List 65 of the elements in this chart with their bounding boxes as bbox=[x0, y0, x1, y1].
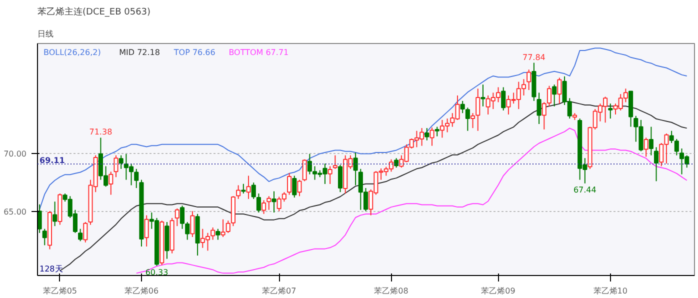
candlestick bbox=[174, 208, 180, 227]
candlestick bbox=[287, 172, 292, 196]
x-tick-label: 苯乙烯05 bbox=[42, 286, 78, 296]
x-tick-label: 苯乙烯09 bbox=[481, 286, 516, 296]
candlestick bbox=[608, 103, 613, 120]
candlestick bbox=[266, 196, 272, 210]
legend-title: BOLL(26,26,2) bbox=[44, 48, 101, 57]
candlestick bbox=[536, 92, 542, 125]
candlestick bbox=[552, 84, 557, 107]
candlestick bbox=[246, 175, 251, 200]
chart-title: 苯乙烯主连(DCE_EB 0563) bbox=[38, 6, 151, 18]
annotation: 128天 bbox=[40, 264, 63, 274]
line-series bbox=[136, 128, 688, 274]
candlestick bbox=[272, 190, 276, 214]
annotation: 71.38 bbox=[89, 128, 112, 137]
candlestick bbox=[83, 222, 88, 243]
candlestick bbox=[292, 175, 297, 198]
text: BOTTOM 67.71 bbox=[228, 48, 289, 57]
candlestick bbox=[353, 152, 358, 186]
ref-line-label: 69.11 bbox=[40, 156, 66, 166]
candlestick bbox=[654, 146, 659, 182]
x-tick-label: 苯乙烯10 bbox=[593, 286, 628, 296]
candlestick bbox=[251, 182, 256, 200]
candlestick bbox=[114, 154, 118, 178]
candlestick bbox=[394, 158, 399, 168]
x-tick-label: 苯乙烯06 bbox=[124, 286, 159, 296]
text: MID 72.18 bbox=[119, 48, 160, 57]
candlestick bbox=[210, 226, 216, 240]
line-series bbox=[39, 48, 688, 210]
candlestick bbox=[557, 77, 562, 104]
candlestick bbox=[134, 168, 139, 189]
candlestick bbox=[338, 164, 343, 193]
chart-subtitle: 日线 bbox=[38, 30, 54, 38]
candlestick bbox=[241, 183, 246, 194]
annotation: 67.44 bbox=[573, 185, 596, 194]
candlestick bbox=[501, 86, 506, 111]
candlestick bbox=[434, 126, 440, 137]
candlestick bbox=[262, 200, 266, 214]
candlestick bbox=[190, 210, 195, 238]
candlestick bbox=[38, 204, 42, 234]
x-tick-label: 苯乙烯08 bbox=[374, 286, 408, 296]
candlestick bbox=[216, 228, 220, 240]
candlestick bbox=[328, 166, 332, 184]
candlestick bbox=[108, 171, 114, 196]
candlestick bbox=[52, 201, 58, 227]
candlestick bbox=[42, 228, 47, 246]
candlestick bbox=[118, 154, 124, 170]
y-tick-label: 70.00 bbox=[4, 150, 27, 159]
candlestick bbox=[648, 126, 654, 156]
candlestick bbox=[430, 127, 434, 146]
annotation: 60.33 bbox=[145, 268, 168, 277]
y-tick-label: 65.00 bbox=[4, 208, 27, 217]
candlestick bbox=[256, 192, 261, 214]
candlestick bbox=[236, 184, 241, 200]
candlestick bbox=[78, 228, 83, 242]
annotation: 77.84 bbox=[522, 52, 546, 62]
text: TOP 76.66 bbox=[172, 48, 216, 57]
candlestick bbox=[297, 179, 302, 197]
candlestick bbox=[332, 154, 338, 170]
candlestick bbox=[526, 69, 532, 91]
x-tick-label: 苯乙烯07 bbox=[262, 286, 296, 296]
candlestick bbox=[144, 214, 149, 247]
candlestick bbox=[480, 84, 486, 107]
candlestick bbox=[424, 128, 430, 141]
candlestick bbox=[644, 137, 648, 158]
